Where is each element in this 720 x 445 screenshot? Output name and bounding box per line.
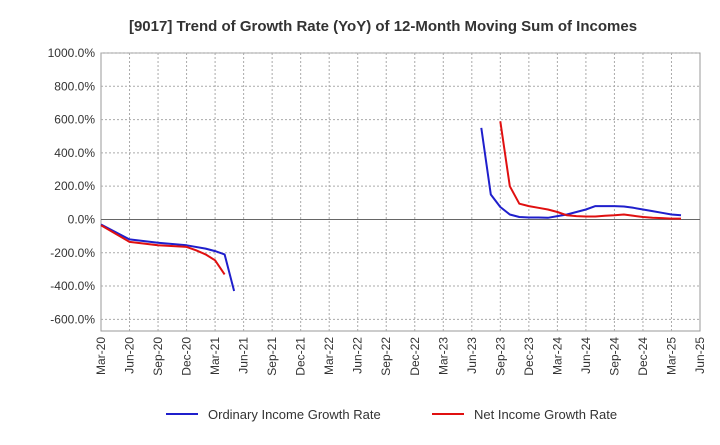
y-tick-label: 0.0%	[68, 212, 96, 226]
y-tick-label: -600.0%	[50, 312, 95, 326]
y-tick-label: -200.0%	[50, 246, 95, 260]
x-tick-label: Sep-22	[379, 337, 393, 376]
axis-layer: 1000.0% 800.0% 600.0% 400.0% 200.0% 0.0% -200.…	[48, 46, 707, 376]
x-tick-label: Dec-23	[522, 337, 536, 376]
x-tick-label: Jun-21	[237, 337, 251, 374]
series-line-ordinary-income	[100, 223, 236, 292]
legend-label: Net Income Growth Rate	[474, 407, 617, 422]
x-tick-label: Jun-23	[465, 337, 479, 374]
series-line-net-income	[499, 121, 681, 220]
plot-border	[100, 52, 701, 332]
x-tick-label: Dec-21	[294, 337, 308, 376]
series-line-net-income	[100, 224, 226, 275]
legend-label: Ordinary Income Growth Rate	[208, 407, 381, 422]
x-tick-label: Mar-24	[550, 337, 564, 375]
x-tick-label: Sep-21	[265, 337, 279, 376]
x-tick-label: Jun-20	[123, 337, 137, 374]
y-tick-label: 600.0%	[54, 113, 95, 127]
x-tick-label: Dec-22	[408, 337, 422, 376]
x-tick-label: Jun-22	[351, 337, 365, 374]
x-tick-label: Sep-23	[493, 337, 507, 376]
x-tick-label: Mar-23	[436, 337, 450, 375]
x-tick-label: Sep-20	[151, 337, 165, 376]
y-tick-label: -400.0%	[50, 279, 95, 293]
x-tick-label: Mar-20	[94, 337, 108, 375]
legend: Ordinary Income Growth Rate Net Income Gr…	[166, 407, 617, 422]
series-layer	[100, 121, 682, 292]
y-tick-label: 1000.0%	[48, 46, 96, 60]
y-tick-label: 400.0%	[54, 146, 95, 160]
x-tick-label: Mar-25	[664, 337, 678, 375]
grid-layer	[100, 52, 701, 332]
x-tick-label: Sep-24	[607, 337, 621, 376]
x-tick-label: Mar-22	[322, 337, 336, 375]
y-tick-label: 800.0%	[54, 79, 95, 93]
x-tick-label: Jun-24	[579, 337, 593, 374]
x-tick-label: Dec-20	[180, 337, 194, 376]
x-tick-label: Jun-25	[693, 337, 707, 374]
y-tick-label: 200.0%	[54, 179, 95, 193]
chart-title: [9017] Trend of Growth Rate (YoY) of 12-…	[129, 18, 637, 35]
x-tick-label: Dec-24	[636, 337, 650, 376]
series-line-ordinary-income	[480, 127, 682, 219]
x-tick-label: Mar-21	[208, 337, 222, 375]
